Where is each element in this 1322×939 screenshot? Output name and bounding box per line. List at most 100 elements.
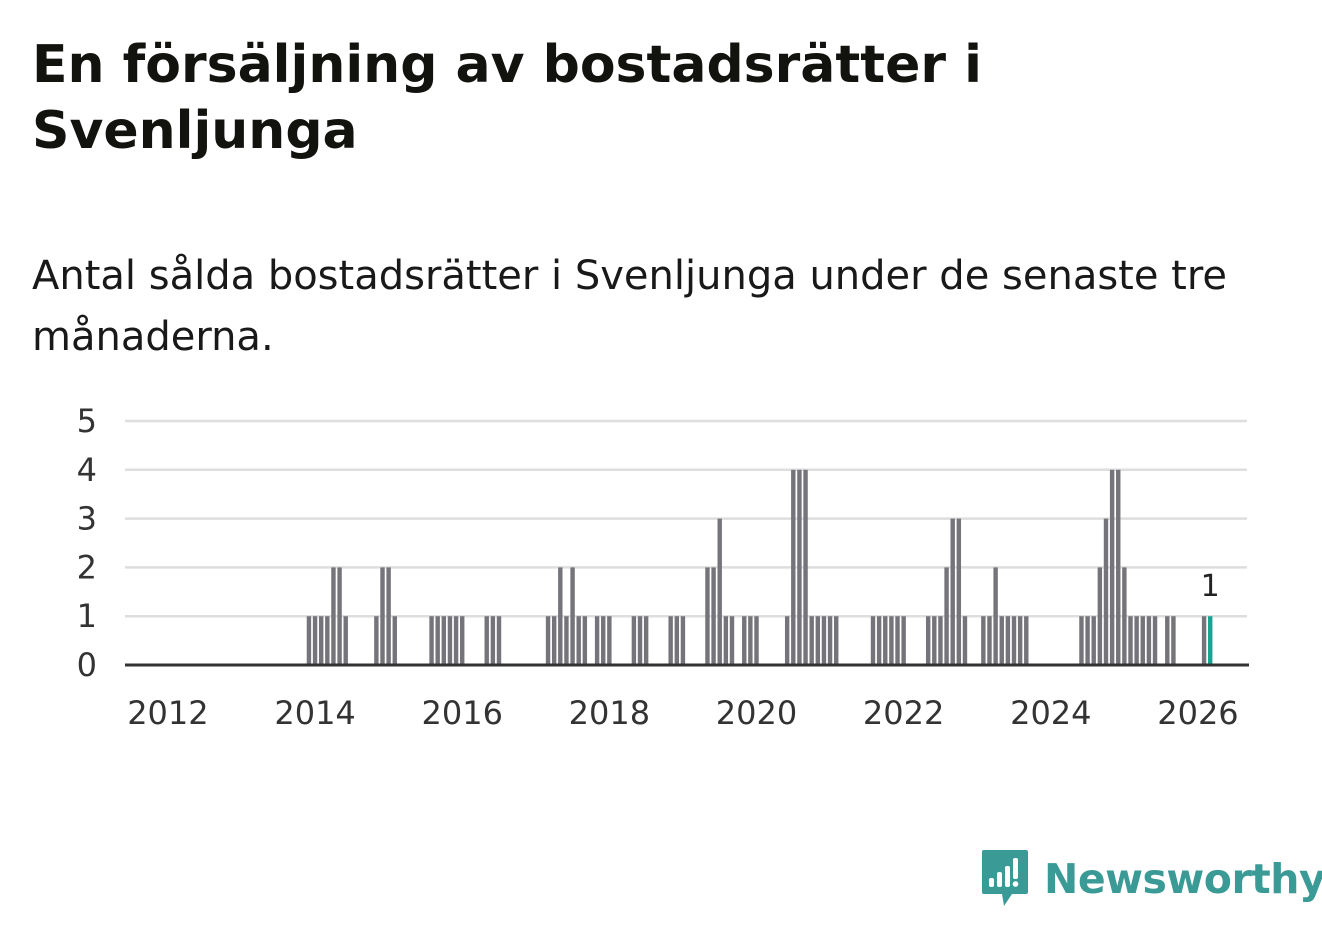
bar (631, 616, 637, 665)
bar (834, 616, 839, 665)
x-tick-label: 2020 (716, 694, 797, 732)
x-tick-label: 2016 (421, 694, 502, 732)
bar (1122, 567, 1127, 665)
bar (999, 616, 1004, 665)
bar (1103, 518, 1109, 665)
bar (962, 616, 968, 665)
bar (950, 518, 955, 665)
bar (1128, 616, 1133, 665)
bar (1146, 616, 1152, 665)
y-tick-label: 0 (77, 646, 97, 684)
newsworthy-logo-icon (982, 850, 1028, 906)
bar (1140, 616, 1145, 665)
x-tick-label: 2026 (1157, 694, 1238, 732)
x-tick-label: 2018 (569, 694, 650, 732)
bar (809, 616, 814, 665)
bar (956, 518, 962, 665)
data-label-latest: 1 (1201, 569, 1220, 604)
bar (1079, 616, 1084, 665)
bar (717, 518, 722, 665)
bar (1097, 567, 1103, 665)
bar (711, 567, 716, 665)
bar (545, 616, 551, 665)
x-axis-tick-labels: 2012 2014 2016 2018 2020 2022 2024 2026 (127, 694, 1238, 732)
bar (594, 616, 600, 665)
bar (1109, 469, 1115, 665)
bar (932, 616, 937, 665)
bar (318, 616, 324, 665)
bar (901, 616, 906, 665)
bar (601, 616, 606, 665)
bar (576, 616, 581, 665)
bar (981, 616, 986, 665)
newsworthy-logo: Newsworthy (980, 848, 1322, 910)
chart-subtitle: Antal sålda bostadsrätter i Svenljunga u… (32, 253, 1228, 360)
y-axis-tick-labels: 0 1 2 3 4 5 (77, 402, 97, 684)
bars (306, 469, 1213, 665)
bar (784, 616, 790, 665)
bar (925, 616, 931, 665)
bar (815, 616, 821, 665)
bar (1201, 616, 1207, 665)
bar (754, 616, 759, 665)
y-tick-label: 5 (77, 402, 97, 440)
bar (558, 567, 563, 665)
bar (938, 616, 943, 665)
bar (870, 616, 876, 665)
x-tick-label: 2012 (127, 694, 208, 732)
bar-highlight (1208, 616, 1213, 665)
data-labels: 1 (1198, 566, 1223, 607)
brand-name: Newsworthy (1044, 855, 1322, 903)
bar (331, 567, 336, 665)
bar (723, 616, 729, 665)
bar (827, 616, 833, 665)
bar (729, 616, 735, 665)
bar (429, 616, 434, 665)
bar (705, 567, 710, 665)
bar (496, 616, 502, 665)
bar (551, 616, 557, 665)
bar (441, 616, 447, 665)
bar (1091, 616, 1096, 665)
bar (374, 616, 379, 665)
bar (643, 616, 649, 665)
bar (791, 469, 796, 665)
bar (490, 616, 496, 665)
bar (312, 616, 318, 665)
bar (674, 616, 680, 665)
bar (306, 616, 312, 665)
bar (637, 616, 643, 665)
y-tick-label: 2 (77, 548, 97, 586)
bar (1165, 616, 1170, 665)
bar (803, 469, 808, 665)
bar (582, 616, 588, 665)
bar (1085, 616, 1090, 665)
bar (883, 616, 888, 665)
bar (797, 469, 802, 665)
x-tick-label: 2014 (274, 694, 355, 732)
bar (668, 616, 673, 665)
bar (987, 616, 992, 665)
x-tick-label: 2022 (863, 694, 944, 732)
bar (742, 616, 747, 665)
bar (1011, 616, 1017, 665)
bar (392, 616, 397, 665)
y-tick-label: 4 (77, 451, 97, 489)
bar (1024, 616, 1029, 665)
bar (1005, 616, 1011, 665)
bar (570, 567, 575, 665)
bar (1017, 616, 1023, 665)
bar (1134, 616, 1139, 665)
bar (876, 616, 882, 665)
bar (895, 616, 900, 665)
bar (453, 616, 459, 665)
bar (680, 616, 686, 665)
gridlines (125, 419, 1247, 618)
y-tick-label: 3 (77, 500, 97, 538)
y-tick-label: 1 (77, 597, 97, 635)
bar (343, 616, 348, 665)
bar (380, 567, 385, 665)
bar (337, 567, 342, 665)
bar (564, 616, 569, 665)
